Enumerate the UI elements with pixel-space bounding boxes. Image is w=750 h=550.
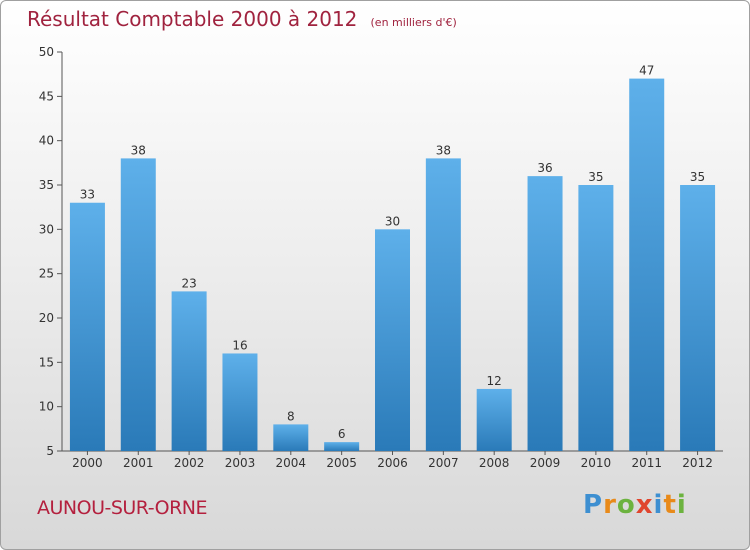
y-tick-label: 40 xyxy=(39,134,54,148)
y-tick-label: 50 xyxy=(39,45,54,59)
y-tick-label: 25 xyxy=(39,267,54,281)
x-tick-label-2005: 2005 xyxy=(326,456,357,470)
logo-letter: r xyxy=(603,490,617,520)
y-tick-label: 30 xyxy=(39,222,54,236)
data-label-2003: 16 xyxy=(232,338,247,352)
bar-2008 xyxy=(476,388,512,451)
bar-2005 xyxy=(324,442,360,451)
logo-letter: i xyxy=(676,490,687,520)
data-label-2001: 38 xyxy=(131,143,146,157)
x-tick-label-2004: 2004 xyxy=(276,456,307,470)
data-label-2006: 30 xyxy=(385,214,400,228)
chart-labels: 5 10 15 20 25 30 35 40 45 50 33 2000 38 2001 23 2002 16 2… xyxy=(39,45,713,470)
chart-title-block: Résultat Comptable 2000 à 2012 (en milli… xyxy=(27,7,457,31)
y-tick-label: 45 xyxy=(39,89,54,103)
bar-2010 xyxy=(578,185,614,451)
data-label-2012: 35 xyxy=(690,170,705,184)
bar-2004 xyxy=(273,424,309,451)
proxiti-logo: Proxiti xyxy=(583,490,687,520)
bar-2006 xyxy=(375,229,410,451)
data-label-2002: 23 xyxy=(181,276,196,290)
y-tick-label: 35 xyxy=(39,178,54,192)
chart-unit-note: (en milliers d'€) xyxy=(370,16,457,29)
data-label-2005: 6 xyxy=(338,427,346,441)
x-tick-label-2009: 2009 xyxy=(530,456,561,470)
x-tick-label-2002: 2002 xyxy=(174,456,205,470)
data-label-2010: 35 xyxy=(588,170,603,184)
y-tick-label: 20 xyxy=(39,311,54,325)
chart-title: Résultat Comptable 2000 à 2012 xyxy=(27,7,358,31)
logo-letter: i xyxy=(653,490,664,520)
bar-2011 xyxy=(629,78,665,451)
bar-2002 xyxy=(171,291,207,451)
x-tick-label-2012: 2012 xyxy=(682,456,713,470)
x-tick-label-2000: 2000 xyxy=(72,456,103,470)
chart-bars xyxy=(69,78,716,451)
data-label-2000: 33 xyxy=(80,188,95,202)
bar-2012 xyxy=(680,185,716,451)
bar-2003 xyxy=(222,353,258,451)
data-label-2009: 36 xyxy=(537,161,552,175)
bar-2000 xyxy=(69,202,105,451)
logo-letter: P xyxy=(583,490,604,520)
x-tick-label-2006: 2006 xyxy=(377,456,408,470)
bar-2001 xyxy=(120,158,156,451)
y-tick-label: 5 xyxy=(46,444,54,458)
y-tick-label: 10 xyxy=(39,400,54,414)
data-label-2007: 38 xyxy=(436,143,451,157)
x-tick-label-2010: 2010 xyxy=(581,456,612,470)
data-label-2004: 8 xyxy=(287,409,295,423)
x-tick-label-2011: 2011 xyxy=(631,456,662,470)
bar-2007 xyxy=(425,158,461,451)
x-tick-label-2008: 2008 xyxy=(479,456,510,470)
logo-letter: o xyxy=(616,490,636,520)
data-label-2011: 47 xyxy=(639,64,654,78)
x-tick-label-2003: 2003 xyxy=(225,456,256,470)
logo-letter: x xyxy=(635,490,654,520)
town-name: AUNOU-SUR-ORNE xyxy=(37,497,208,519)
logo-letter: t xyxy=(663,490,677,520)
x-tick-label-2001: 2001 xyxy=(123,456,154,470)
y-tick-label: 15 xyxy=(39,355,54,369)
bar-2009 xyxy=(527,176,563,451)
data-label-2008: 12 xyxy=(487,374,502,388)
x-tick-label-2007: 2007 xyxy=(428,456,459,470)
